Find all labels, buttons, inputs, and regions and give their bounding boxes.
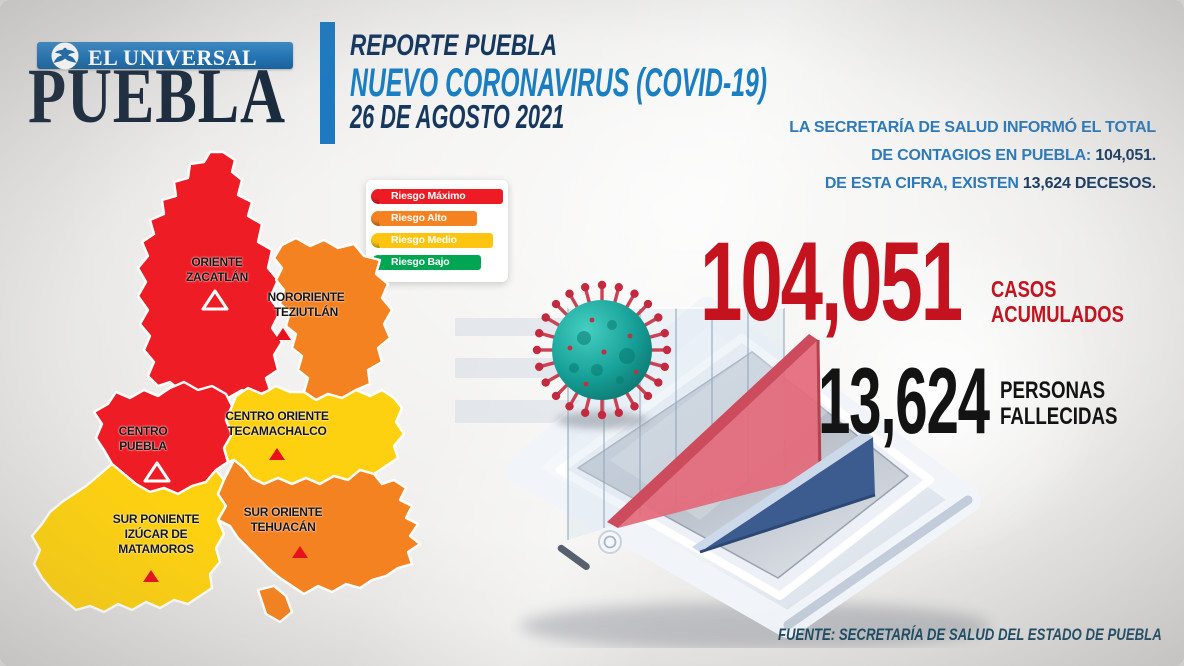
map-marker-tecamachalco-red-triangle-icon [267, 446, 287, 467]
map-marker-tehuacan-red-triangle-icon [290, 544, 310, 565]
summary-line-2: DE CONTAGIOS EN PUEBLA: 104,051. [871, 147, 1156, 164]
masthead-brand: EL UNIVERSAL [88, 45, 258, 70]
eagle-logo-icon [51, 42, 79, 70]
map-label-sur-poniente-izucar: SUR PONIENTE IZÚCAR DE MATAMOROS [112, 512, 200, 556]
legend-label-alto: Riesgo Alto [379, 211, 477, 226]
risk-map [30, 150, 422, 624]
tablet-speaker [557, 544, 590, 571]
cases-wedge-red [607, 334, 822, 528]
legend-label-maximo: Riesgo Máximo [379, 189, 503, 204]
map-marker-teziutlan-red-triangle-icon [273, 326, 293, 347]
summary-line-3: DE ESTA CIFRA, EXISTEN 13,624 DECESOS. [824, 175, 1156, 192]
risk-legend-card: Riesgo Máximo Riesgo Alto Riesgo Medio R… [366, 180, 508, 282]
summary-paragraph: LA SECRETARÍA DE SALUD INFORMÓ EL TOTAL … [789, 114, 1156, 198]
deaths-label: PERSONAS FALLECIDAS [1000, 377, 1118, 430]
map-label-nororiente-teziutlan: NORORIENTE TEZIUTLÁN [267, 290, 345, 319]
header-divider [320, 22, 335, 144]
cases-total-inline: 104,051. [1095, 147, 1156, 164]
tablet-shadow [520, 602, 990, 648]
report-date: 26 DE AGOSTO 2021 [350, 98, 565, 135]
report-title: REPORTE PUEBLA [350, 29, 558, 62]
masthead-region: PUEBLA [28, 52, 286, 139]
map-region-sur-oriente-tehuacan [216, 458, 422, 596]
cases-value: 104,051 [700, 219, 963, 344]
map-marker-centro-white-triangle-icon [142, 460, 172, 489]
map-marker-sur-poniente-red-triangle-icon [141, 568, 161, 589]
report-subtitle: NUEVO CORONAVIRUS (COVID-19) [350, 61, 768, 105]
map-region-sur-poniente-izucar [30, 462, 228, 614]
masthead-bar [37, 42, 293, 69]
summary-line-1: LA SECRETARÍA DE SALUD INFORMÓ EL TOTAL [789, 119, 1156, 136]
virus-shadow [556, 411, 648, 429]
tablet-power-button [598, 530, 622, 554]
map-marker-zacatlan-white-triangle-icon [200, 288, 230, 317]
map-label-oriente-zacatlan: ORIENTE ZACATLÁN [185, 255, 249, 284]
map-region-tehuacan-south-tail [256, 584, 294, 624]
source-note: FUENTE: SECRETARÍA DE SALUD DEL ESTADO D… [778, 626, 1162, 644]
deaths-total-inline: 13,624 DECESOS. [1022, 175, 1156, 192]
map-label-centro-oriente-tecamachalco: CENTRO ORIENTE TECAMACHALCO [225, 409, 329, 438]
legend-label-medio: Riesgo Medio [379, 233, 493, 248]
map-region-nororiente-teziutlan [272, 236, 394, 402]
deaths-value: 13,624 [818, 348, 990, 453]
coronavirus-icon [531, 279, 673, 429]
cases-label: CASOS ACUMULADOS [991, 276, 1124, 327]
legend-label-bajo: Riesgo Bajo [379, 255, 481, 270]
deaths-wedge-blue [692, 431, 876, 554]
map-label-centro-puebla: CENTRO PUEBLA [118, 424, 168, 453]
map-label-sur-oriente-tehuacan: SUR ORIENTE TEHUACÁN [243, 505, 323, 534]
